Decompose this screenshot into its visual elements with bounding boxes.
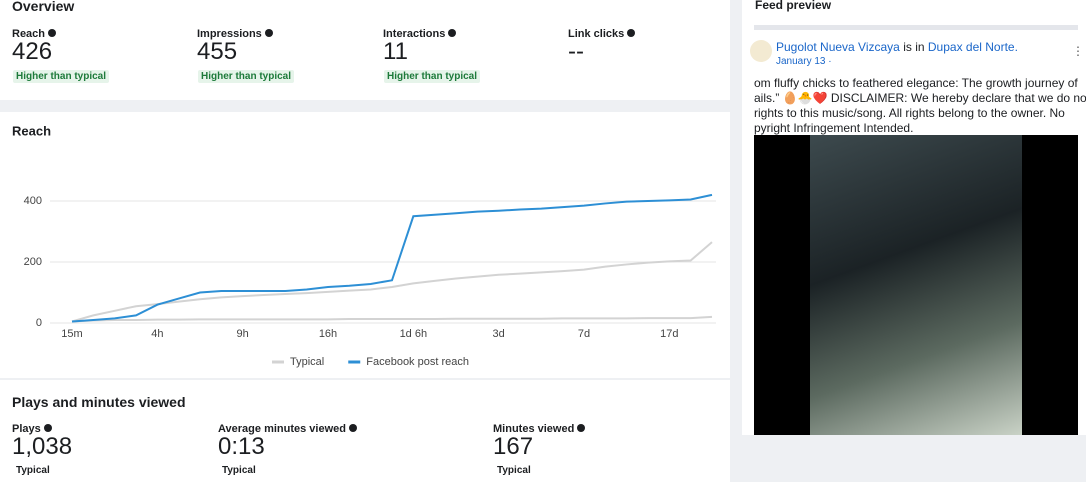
info-icon	[448, 29, 457, 37]
video-frame	[810, 135, 1022, 435]
metric-label: Interactions	[383, 28, 457, 40]
x-tick-label: 9h	[237, 328, 249, 340]
place[interactable]: Dupax del Norte.	[927, 40, 1018, 54]
y-tick-label: 0	[36, 317, 42, 329]
metric-value: 167	[493, 433, 534, 460]
video	[754, 135, 1078, 435]
metric-badge: Typical	[222, 465, 256, 476]
plays-card: Plays and minutes viewed Plays 1,038 Typic…	[0, 380, 730, 482]
metric-badge: Higher than typical	[13, 70, 110, 83]
metric-badge: Typical	[497, 465, 531, 476]
x-tick-label: 16h	[319, 328, 337, 340]
info-icon	[48, 29, 57, 37]
post-text-line: ails.” 🥚🐣❤️ DISCLAIMER: We hereby declar…	[754, 91, 1086, 105]
chart-title: Reach	[12, 123, 51, 138]
metric-badge: Typical	[16, 465, 50, 476]
metric-label: Plays	[12, 423, 52, 435]
post-text: om fluffy chicks to feathered elegance: …	[754, 76, 1086, 136]
metric-value: 455	[197, 38, 238, 65]
metric-label: Reach	[12, 28, 57, 40]
info-icon	[348, 424, 357, 432]
x-tick-label: 15m	[61, 328, 82, 340]
metric-label: Average minutes viewed	[218, 423, 357, 435]
post-header: Pugolot Nueva Vizcaya is in Dupax del No…	[776, 40, 1018, 54]
divider	[754, 25, 1078, 30]
x-tick-label: 3d	[493, 328, 505, 340]
x-tick-label: 1d 6h	[400, 328, 428, 340]
connector: is in	[903, 40, 925, 54]
reach-chart: Reach 0 200 400 15m 4h 9h 16h 1d 6h 3d 7d 17d Typic…	[12, 123, 716, 368]
metric-value: 1,038	[12, 433, 73, 460]
metric-label: Impressions	[197, 28, 273, 40]
x-tick-label: 4h	[151, 328, 163, 340]
overview-card: Overview Reach 426 Higher than typical Impr…	[0, 0, 730, 100]
page-name[interactable]: Pugolot Nueva Vizcaya	[776, 40, 900, 54]
legend-label: Typical	[290, 356, 324, 368]
info-icon	[577, 424, 586, 432]
series-line	[71, 241, 713, 323]
feed-title: Feed preview	[755, 0, 832, 12]
metric-badge: Higher than typical	[198, 70, 295, 83]
legend-label: Facebook post reach	[366, 356, 469, 368]
menu[interactable]: ⋮	[1072, 44, 1084, 58]
x-tick-label: 17d	[660, 328, 678, 340]
info-icon	[43, 424, 52, 432]
series-line	[71, 193, 713, 323]
feed-preview-panel: Feed preview Pugolot Nueva Vizcaya is in…	[742, 0, 1086, 435]
info-icon	[264, 29, 273, 37]
metric-value: 11	[383, 38, 408, 65]
avatar	[750, 40, 772, 62]
metric-value: 426	[12, 38, 53, 65]
x-tick-label: 7d	[578, 328, 590, 340]
y-tick-label: 400	[24, 195, 42, 207]
metric-value: --	[568, 38, 584, 65]
overview-title: Overview	[12, 0, 75, 14]
post-date: January 13 ·	[776, 56, 832, 67]
reach-card: Reach 0 200 400 15m 4h 9h 16h 1d 6h 3d 7d 17d Typic…	[0, 112, 730, 378]
post-text-line: om fluffy chicks to feathered elegance: …	[754, 76, 1078, 90]
metric-value: 0:13	[218, 433, 265, 460]
metric-label: Link clicks	[568, 28, 636, 40]
post-text-line: pyright Infringement Intended.	[754, 121, 914, 135]
post-text-line: rights to this music/song. All rights be…	[754, 106, 1065, 120]
metric-label: Minutes viewed	[493, 423, 586, 435]
y-tick-label: 200	[24, 256, 42, 268]
info-icon	[627, 29, 636, 37]
plays-title: Plays and minutes viewed	[12, 394, 186, 410]
typical-low-line	[71, 315, 713, 323]
metric-badge: Higher than typical	[384, 70, 481, 83]
